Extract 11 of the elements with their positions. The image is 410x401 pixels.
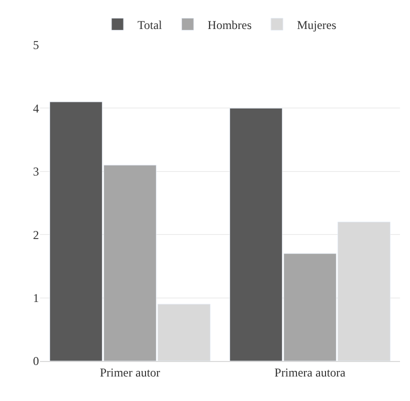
y-tick-label: 3 — [33, 164, 39, 179]
y-tick-label: 5 — [33, 38, 39, 52]
y-tick-label: 4 — [33, 101, 39, 116]
legend-label: Mujeres — [296, 18, 337, 32]
x-tick-label: Primer autor — [100, 365, 160, 380]
legend-label: Total — [138, 18, 163, 32]
legend-label: Hombres — [208, 18, 252, 32]
y-tick-label: 2 — [33, 228, 39, 242]
y-tick-label: 0 — [33, 354, 39, 368]
x-tick-label: Primera autora — [274, 365, 346, 380]
y-tick-label: 1 — [33, 291, 39, 305]
